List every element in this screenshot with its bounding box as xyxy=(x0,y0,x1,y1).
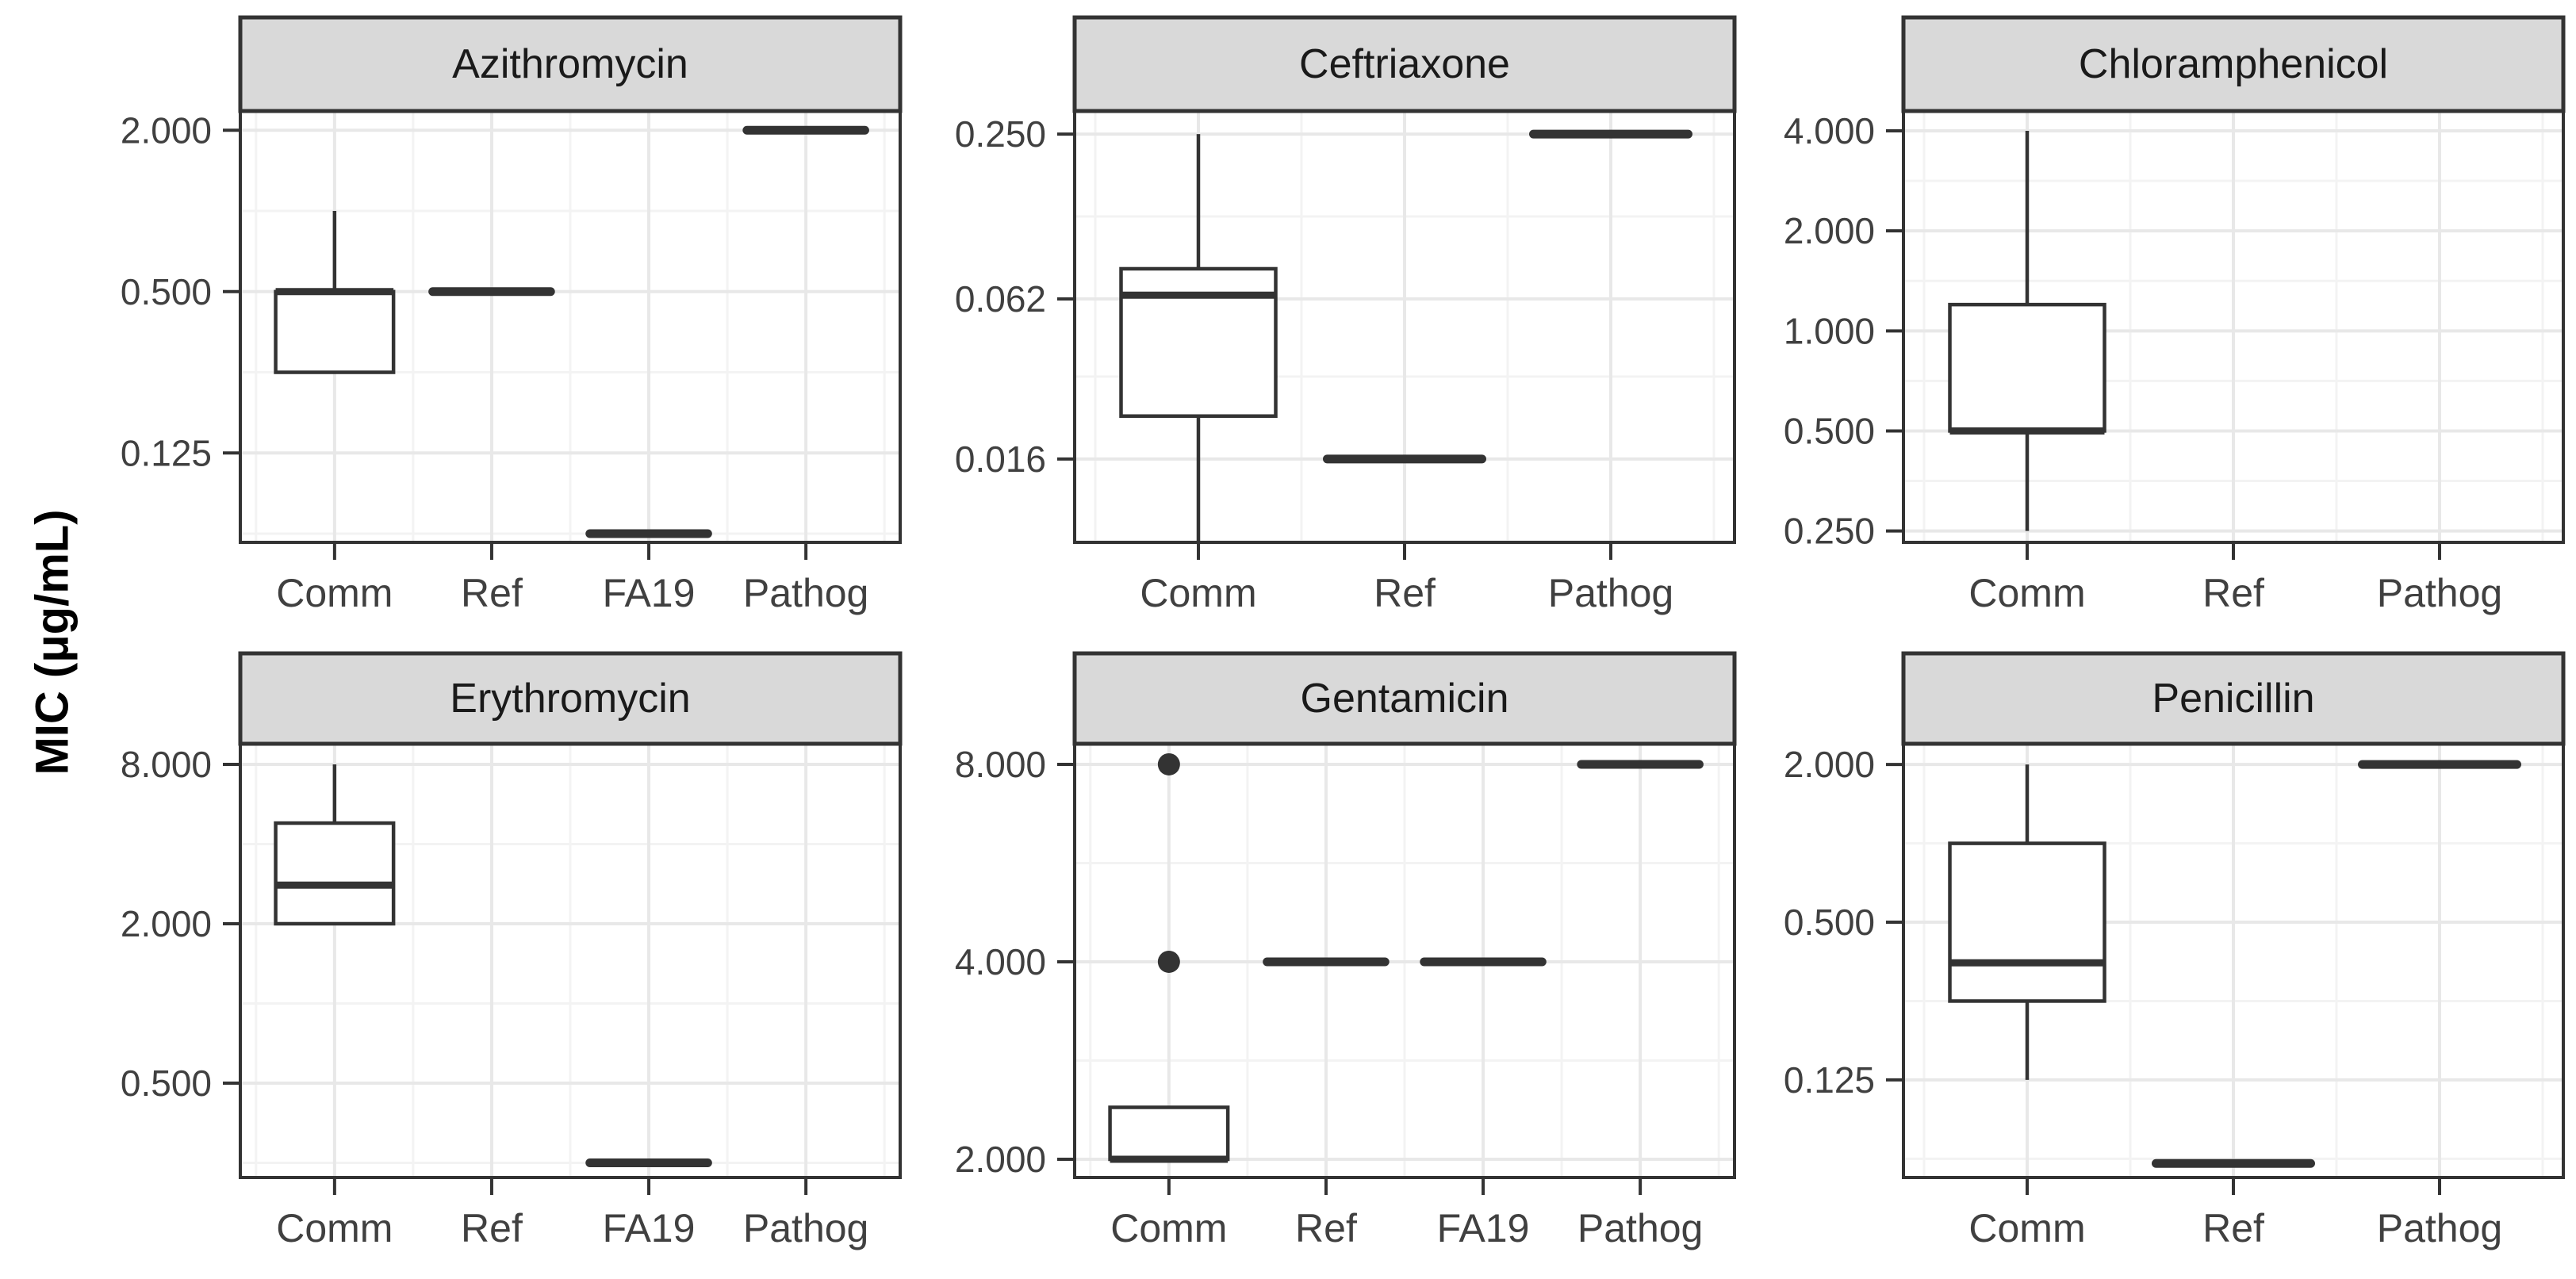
x-tick-label: Pathog xyxy=(1577,1206,1703,1250)
y-tick-label: 0.250 xyxy=(955,113,1046,155)
y-tick-label: 2.000 xyxy=(1784,210,1875,251)
y-tick-label: 2.000 xyxy=(955,1139,1046,1180)
boxplot-box xyxy=(1119,266,1278,418)
panel-gentamicin: Gentamicin 8.000 4.000 2.000 Comm Ref FA19 Path… xyxy=(955,651,1737,1250)
facet-strip xyxy=(1901,15,2566,113)
x-tick-label: Pathog xyxy=(743,1206,868,1250)
y-tick-label: 0.125 xyxy=(1784,1059,1875,1101)
facet-strip-title: Gentamicin xyxy=(1301,676,1509,722)
y-axis-title: MIC (μg/mL) xyxy=(27,509,79,775)
facet-strip-title: Ceftriaxone xyxy=(1299,41,1510,87)
y-tick-label: 4.000 xyxy=(955,941,1046,982)
panel-azithromycin: Azithromycin 2.000 0.500 0.125 Comm Ref FA19 Pa… xyxy=(121,15,903,615)
y-tick-label: 0.500 xyxy=(121,1063,212,1104)
x-tick-label: Ref xyxy=(1374,571,1436,615)
x-tick-label: Comm xyxy=(276,1206,393,1250)
boxplot-box xyxy=(274,289,396,374)
outlier-dot xyxy=(1157,950,1180,973)
y-tick-label: 0.250 xyxy=(1784,511,1875,552)
x-tick-label: Comm xyxy=(1110,1206,1227,1250)
boxplot-box xyxy=(1948,841,2106,1003)
facet-strip-title: Azithromycin xyxy=(452,41,688,87)
x-tick-label: Pathog xyxy=(743,571,868,615)
facet-strip xyxy=(1072,15,1737,113)
boxplot-box xyxy=(1948,302,2106,433)
facet-strip xyxy=(1901,651,2566,746)
facet-strip-title: Penicillin xyxy=(2152,676,2314,722)
x-tick-label: FA19 xyxy=(603,1206,696,1250)
x-tick-label: Comm xyxy=(1140,571,1256,615)
x-tick-label: Ref xyxy=(461,1206,523,1250)
x-tick-label: Ref xyxy=(2202,571,2264,615)
x-tick-label: FA19 xyxy=(1437,1206,1530,1250)
x-tick-label: Pathog xyxy=(2377,571,2502,615)
facet-strip xyxy=(1072,651,1737,746)
x-tick-label: Ref xyxy=(461,571,523,615)
y-tick-label: 1.000 xyxy=(1784,310,1875,351)
x-tick-label: Ref xyxy=(1295,1206,1357,1250)
panel-chloramphenicol: Chloramphenicol 4.000 2.000 1.000 0.500 0.250… xyxy=(1784,15,2566,615)
y-tick-label: 0.062 xyxy=(955,278,1046,320)
boxplot-box xyxy=(1108,1105,1230,1162)
y-tick-label: 0.500 xyxy=(1784,410,1875,451)
y-tick-label: 2.000 xyxy=(121,903,212,944)
y-tick-label: 0.500 xyxy=(121,271,212,312)
panel-penicillin: Penicillin 2.000 0.500 0.125 Comm Ref Pathog xyxy=(1784,651,2566,1250)
y-tick-label: 0.125 xyxy=(121,432,212,473)
y-tick-label: 8.000 xyxy=(955,744,1046,785)
x-tick-label: Pathog xyxy=(2377,1206,2502,1250)
y-tick-label: 4.000 xyxy=(1784,110,1875,151)
x-tick-label: FA19 xyxy=(603,571,696,615)
facet-strip xyxy=(238,15,903,113)
y-tick-label: 8.000 xyxy=(121,744,212,785)
y-tick-label: 2.000 xyxy=(121,109,212,151)
y-tick-label: 2.000 xyxy=(1784,744,1875,785)
x-tick-label: Comm xyxy=(1968,1206,2085,1250)
x-tick-label: Pathog xyxy=(1548,571,1673,615)
facet-strip-title: Erythromycin xyxy=(450,676,690,722)
y-tick-label: 0.500 xyxy=(1784,902,1875,943)
facet-strip xyxy=(238,651,903,746)
facet-strip-title: Chloramphenicol xyxy=(2079,41,2388,87)
panel-erythromycin: Erythromycin 8.000 2.000 0.500 Comm Ref FA19 Pa… xyxy=(121,651,903,1250)
x-tick-label: Comm xyxy=(276,571,393,615)
outlier-dot xyxy=(1157,752,1180,775)
x-tick-label: Comm xyxy=(1968,571,2085,615)
x-tick-label: Ref xyxy=(2202,1206,2264,1250)
panel-ceftriaxone: Ceftriaxone 0.250 0.062 0.016 Comm Ref Pathog xyxy=(955,15,1737,615)
y-tick-label: 0.016 xyxy=(955,438,1046,480)
boxplot-box xyxy=(274,821,396,926)
